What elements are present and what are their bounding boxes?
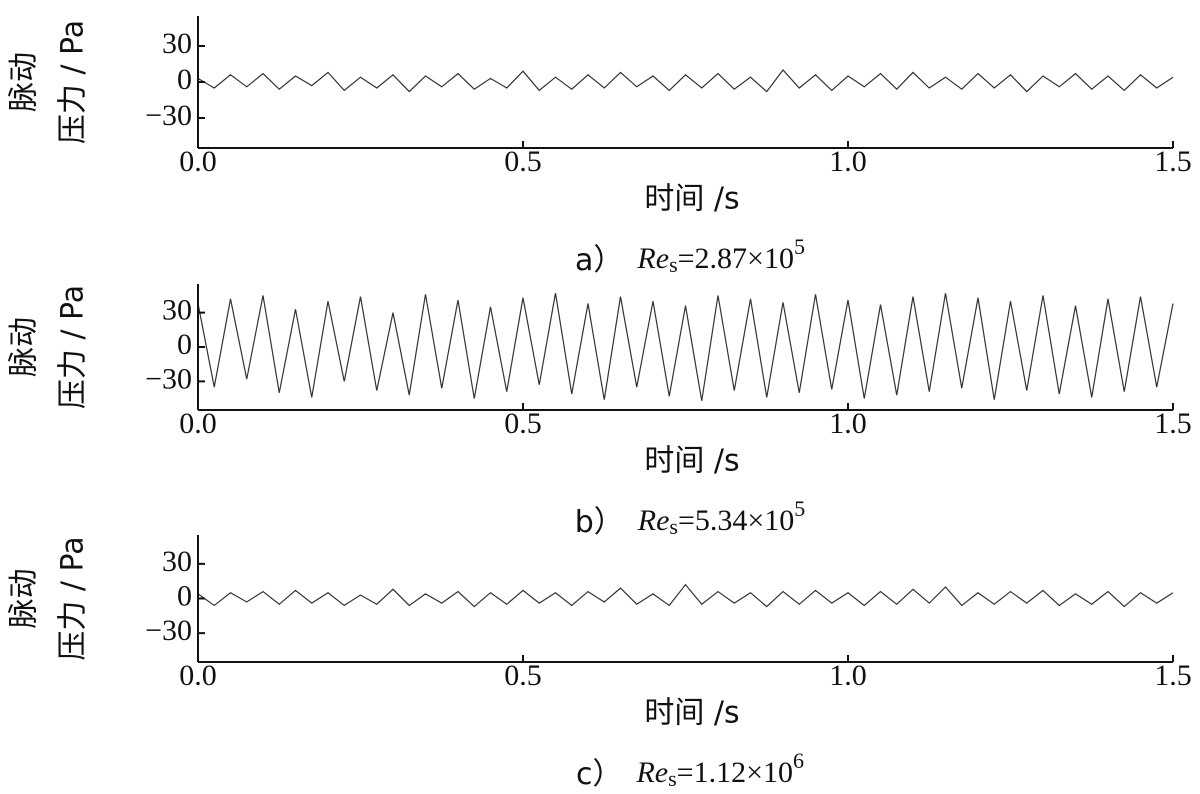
caption-subscript: s [669,514,678,539]
signal-line [197,583,1174,608]
y-label: 脉动 [7,52,42,112]
panel: 300−30 0.0 0.5 1.0 1.5 脉动 压力 / Pa 时间 /s c） Res=1.… [7,535,1192,792]
y-tick-label: −30 [145,362,192,395]
caption-exponent: 6 [793,748,804,773]
caption: b） Res=5.34×105 [575,496,806,539]
caption-symbol: Re [636,242,669,275]
x-tick-label: 0.5 [504,659,542,692]
y-tick-label: 0 [177,328,192,361]
x-tick-label: 1.5 [1154,659,1192,692]
x-tick-label: 0.0 [179,407,217,440]
panel: 300−30 0.0 0.5 1.0 1.5 脉动 压力 / Pa 时间 /s b） Res=5.… [7,284,1192,540]
x-tick-label: 0.5 [504,407,542,440]
caption-symbol: Re [637,504,670,537]
caption-mantissa: =1.12×10 [677,756,793,789]
signal-line [197,69,1174,93]
y-label: 压力 / Pa [56,20,91,144]
caption-symbol: Re [635,756,668,789]
y-tick-label: −30 [145,614,192,647]
y-label: 脉动 [7,317,42,377]
caption-subscript: s [669,252,678,277]
x-tick-label: 0.0 [179,659,217,692]
x-tick-label: 1.0 [829,145,867,178]
x-tick-label: 0.0 [179,145,217,178]
x-tick-label: 1.0 [829,659,867,692]
caption-prefix: a） [575,243,623,278]
caption-subscript: s [668,766,677,791]
y-tick-label: 30 [162,545,192,578]
x-tick-label: 1.5 [1154,407,1192,440]
caption-prefix: c） [576,757,623,792]
caption-mantissa: =2.87×10 [678,242,794,275]
x-label: 时间 /s [644,696,739,731]
y-tick-label: −30 [145,99,192,132]
caption-prefix: b） [575,505,624,540]
signal-line [197,293,1174,401]
x-tick-label: 0.5 [504,145,542,178]
panel: 300−30 0.0 0.5 1.0 1.5 脉动 压力 / Pa 时间 /s a） Res=2.… [7,16,1192,278]
x-tick-label: 1.0 [829,407,867,440]
y-tick-label: 30 [162,27,192,60]
x-label: 时间 /s [644,182,739,217]
y-label: 压力 / Pa [56,285,91,409]
caption-exponent: 5 [794,496,805,521]
y-tick-label: 30 [162,294,192,327]
y-tick-label: 0 [177,579,192,612]
y-tick-label: 0 [177,63,192,96]
y-label: 压力 / Pa [56,536,91,660]
caption-exponent: 5 [794,234,805,259]
caption: a） Res=2.87×105 [575,234,805,277]
caption-mantissa: =5.34×10 [678,504,794,537]
x-label: 时间 /s [644,444,739,479]
y-label: 脉动 [7,569,42,629]
caption: c） Res=1.12×106 [576,748,804,791]
x-tick-label: 1.5 [1154,145,1192,178]
